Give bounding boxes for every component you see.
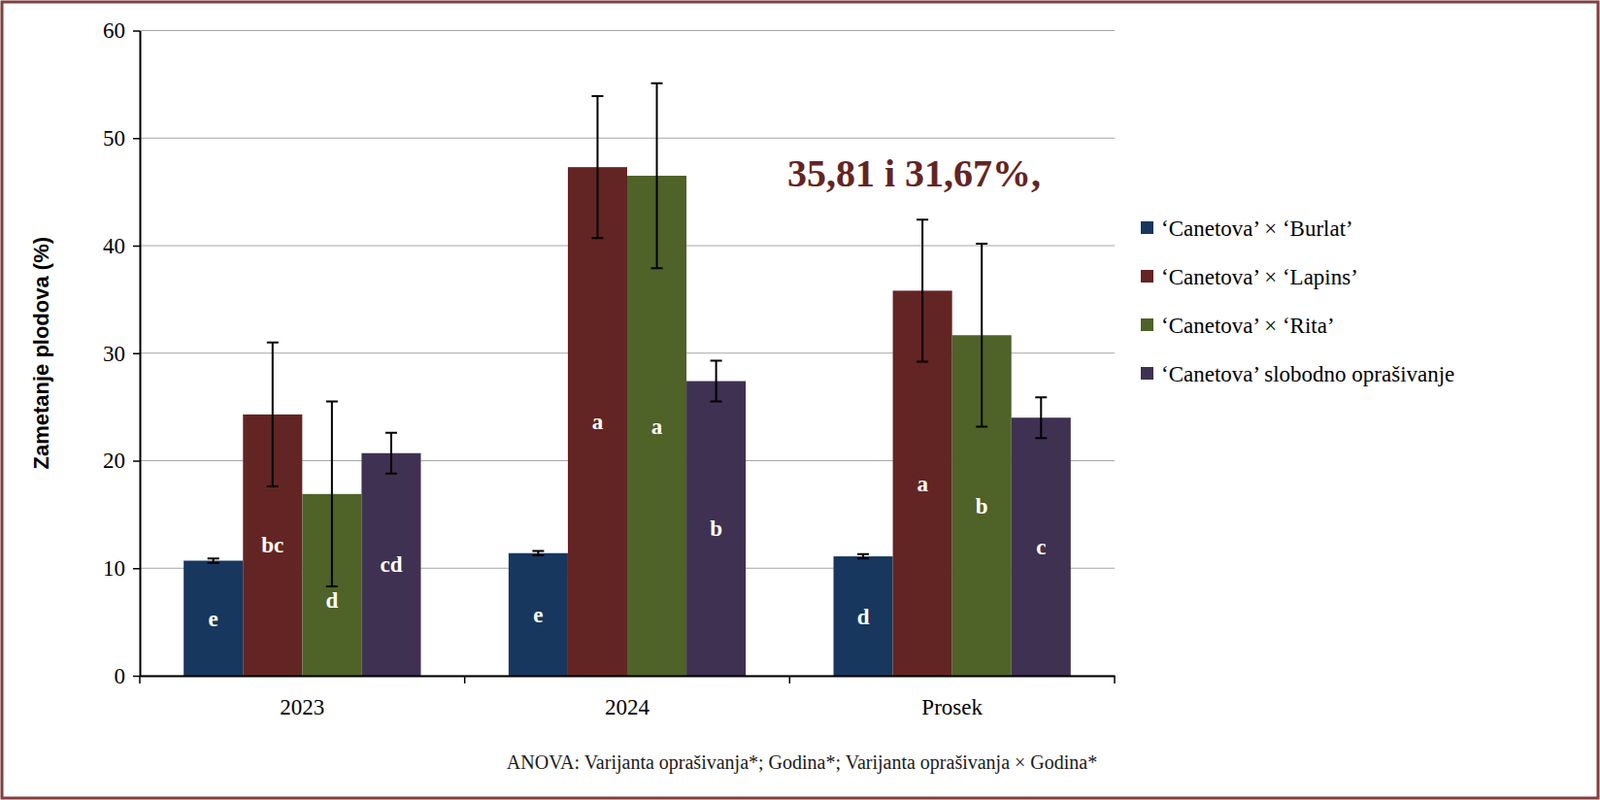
y-axis-title: Zametanje plodova (%) <box>29 236 54 470</box>
significance-letter: d <box>325 588 338 613</box>
legend-swatch <box>1140 221 1154 234</box>
bar <box>508 553 568 676</box>
x-axis: 2023 2024 Prosek <box>139 675 1116 720</box>
grid-line <box>139 675 1115 677</box>
x-tick: 2023 <box>279 675 325 720</box>
legend-label: ‘Canetova’ × ‘Burlat’ <box>1161 216 1354 241</box>
y-axis: 0 10 20 30 40 50 60 <box>102 18 141 689</box>
error-bar <box>532 551 544 556</box>
y-tick-mark <box>133 30 140 33</box>
bar <box>686 381 746 676</box>
y-tick-mark <box>133 675 140 678</box>
x-axis-line <box>140 675 1116 678</box>
y-tick: 60 <box>102 18 140 43</box>
y-tick-mark <box>133 245 140 248</box>
legend-item: ‘Canetova’ × ‘Burlat’ <box>1140 216 1354 241</box>
x-group-separator <box>464 675 467 684</box>
y-tick-mark <box>133 567 140 570</box>
legend-item: ‘Canetova’ slobodno oprašivanje <box>1140 362 1455 387</box>
chart-container: 35,81 i 31,67%,eedbcaadabcdbc01020304050… <box>0 0 1600 800</box>
significance-letter: e <box>533 602 543 628</box>
y-tick-mark <box>133 353 140 356</box>
legend-item: ‘Canetova’ × ‘Lapins’ <box>1140 265 1359 290</box>
error-bar <box>916 219 929 362</box>
error-bar <box>857 554 869 559</box>
y-tick-mark <box>133 460 140 463</box>
x-group-separator <box>138 675 141 684</box>
y-tick: 20 <box>102 448 140 473</box>
x-tick: 2024 <box>604 675 651 720</box>
y-tick-label: 50 <box>102 126 126 151</box>
x-tick-label: 2024 <box>604 695 651 720</box>
legend-swatch <box>1140 269 1154 283</box>
y-tick: 40 <box>102 233 140 259</box>
error-bar <box>975 243 988 427</box>
y-tick: 50 <box>102 126 140 151</box>
y-tick-mark <box>133 137 140 140</box>
error-bar <box>1034 397 1047 438</box>
legend: ‘Canetova’ × ‘Burlat’ ‘Canetova’ × ‘Lapin… <box>1140 216 1455 387</box>
bar <box>183 560 243 676</box>
footnote: ANOVA: Varijanta oprašivanja*; Godina*; … <box>506 751 1098 774</box>
bar <box>833 556 894 676</box>
y-tick-label: 0 <box>114 664 127 689</box>
x-tick-label: Prosek <box>921 695 983 720</box>
legend-label: ‘Canetova’ × ‘Lapins’ <box>1161 265 1359 290</box>
significance-letter: b <box>975 494 989 519</box>
error-bar <box>710 361 723 402</box>
error-bar <box>591 96 603 238</box>
legend-swatch <box>1140 318 1154 332</box>
x-tick-label: 2023 <box>279 695 325 720</box>
y-tick-label: 20 <box>102 448 126 473</box>
legend-item: ‘Canetova’ × ‘Rita’ <box>1140 313 1335 338</box>
bar <box>567 166 628 676</box>
error-bar <box>385 433 398 474</box>
error-bar <box>651 83 664 268</box>
legend-label: ‘Canetova’ slobodno oprašivanje <box>1161 362 1455 387</box>
chart-svg: 35,81 i 31,67%,eedbcaadabcdbc01020304050… <box>0 0 1600 800</box>
grid-line <box>139 30 1115 32</box>
plot-marks <box>183 83 1071 676</box>
y-tick-label: 30 <box>102 341 126 367</box>
y-tick-label: 60 <box>102 18 126 43</box>
error-bar <box>326 401 338 587</box>
x-group-separator <box>789 675 792 684</box>
bar <box>1011 417 1071 676</box>
legend-label: ‘Canetova’ × ‘Rita’ <box>1161 313 1335 338</box>
bar <box>361 453 421 676</box>
page-frame <box>1 1 1599 799</box>
error-bar <box>207 558 220 563</box>
x-group-separator <box>1113 675 1116 684</box>
annotations: 35,81 i 31,67%, <box>773 147 1045 200</box>
annotation-background <box>773 147 1045 200</box>
legend-swatch <box>1140 366 1154 380</box>
significance-letter: d <box>857 604 870 630</box>
x-tick: Prosek <box>921 675 983 720</box>
significance-letter: cd <box>379 552 402 577</box>
y-tick-label: 40 <box>102 233 126 259</box>
y-tick: 30 <box>102 341 140 367</box>
error-bar <box>266 342 279 487</box>
significance-letter: c <box>1035 534 1046 560</box>
significance-letter: bc <box>261 533 284 558</box>
annotation: 35,81 i 31,67%, <box>787 151 1041 196</box>
significance-letter: a <box>651 414 664 439</box>
grid <box>139 31 1115 677</box>
bar-letters: eedbcaadabcdbc <box>208 409 1047 632</box>
significance-letter: a <box>592 409 604 434</box>
significance-letter: b <box>709 516 723 541</box>
y-tick-label: 10 <box>102 556 126 581</box>
significance-letter: a <box>916 471 929 497</box>
y-tick: 10 <box>102 556 140 581</box>
y-tick: 0 <box>114 664 141 689</box>
significance-letter: e <box>208 606 219 632</box>
grid-line <box>139 137 1115 139</box>
